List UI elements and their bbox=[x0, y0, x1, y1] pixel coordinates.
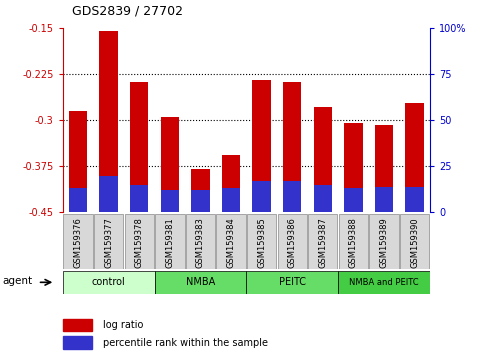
Bar bbox=[130, 82, 148, 212]
FancyBboxPatch shape bbox=[246, 271, 338, 294]
Text: PEITC: PEITC bbox=[279, 277, 306, 287]
Text: NMBA and PEITC: NMBA and PEITC bbox=[349, 278, 419, 287]
Bar bbox=[69, 188, 87, 212]
Text: GSM159383: GSM159383 bbox=[196, 217, 205, 268]
Bar bbox=[253, 181, 271, 212]
Text: GSM159385: GSM159385 bbox=[257, 217, 266, 268]
Text: log ratio: log ratio bbox=[103, 320, 143, 330]
FancyBboxPatch shape bbox=[339, 214, 368, 269]
Bar bbox=[99, 176, 118, 212]
FancyBboxPatch shape bbox=[308, 214, 338, 269]
FancyBboxPatch shape bbox=[338, 271, 430, 294]
FancyBboxPatch shape bbox=[278, 214, 307, 269]
Bar bbox=[283, 82, 301, 212]
Text: GDS2839 / 27702: GDS2839 / 27702 bbox=[72, 5, 184, 18]
Bar bbox=[344, 188, 363, 212]
Bar bbox=[222, 188, 240, 212]
Bar bbox=[161, 190, 179, 212]
Bar bbox=[344, 124, 363, 212]
Bar bbox=[63, 336, 92, 349]
Bar bbox=[313, 185, 332, 212]
Text: GSM159389: GSM159389 bbox=[380, 217, 388, 268]
FancyBboxPatch shape bbox=[63, 214, 93, 269]
Text: GSM159378: GSM159378 bbox=[135, 217, 144, 268]
FancyBboxPatch shape bbox=[63, 271, 155, 294]
FancyBboxPatch shape bbox=[247, 214, 276, 269]
Bar bbox=[161, 117, 179, 212]
Bar bbox=[283, 181, 301, 212]
Text: GSM159376: GSM159376 bbox=[73, 217, 83, 268]
Text: GSM159384: GSM159384 bbox=[227, 217, 236, 268]
Text: NMBA: NMBA bbox=[186, 277, 215, 287]
Bar bbox=[313, 107, 332, 212]
Text: GSM159390: GSM159390 bbox=[410, 217, 419, 268]
Bar bbox=[222, 155, 240, 212]
Bar bbox=[405, 103, 424, 212]
Bar bbox=[375, 187, 393, 212]
Text: GSM159381: GSM159381 bbox=[165, 217, 174, 268]
Text: GSM159387: GSM159387 bbox=[318, 217, 327, 268]
FancyBboxPatch shape bbox=[125, 214, 154, 269]
Bar bbox=[405, 187, 424, 212]
FancyBboxPatch shape bbox=[400, 214, 429, 269]
FancyBboxPatch shape bbox=[155, 214, 185, 269]
Bar bbox=[63, 319, 92, 331]
FancyBboxPatch shape bbox=[186, 214, 215, 269]
Bar bbox=[130, 185, 148, 212]
Bar bbox=[191, 170, 210, 212]
FancyBboxPatch shape bbox=[369, 214, 398, 269]
Text: GSM159377: GSM159377 bbox=[104, 217, 113, 268]
Text: percentile rank within the sample: percentile rank within the sample bbox=[103, 338, 268, 348]
FancyBboxPatch shape bbox=[94, 214, 123, 269]
Bar bbox=[375, 125, 393, 212]
Bar bbox=[253, 80, 271, 212]
Text: GSM159386: GSM159386 bbox=[288, 217, 297, 268]
Bar bbox=[99, 32, 118, 212]
Bar bbox=[191, 190, 210, 212]
Text: agent: agent bbox=[2, 275, 32, 286]
FancyBboxPatch shape bbox=[155, 271, 246, 294]
Bar bbox=[69, 111, 87, 212]
FancyBboxPatch shape bbox=[216, 214, 246, 269]
Text: GSM159388: GSM159388 bbox=[349, 217, 358, 268]
Text: control: control bbox=[92, 277, 126, 287]
